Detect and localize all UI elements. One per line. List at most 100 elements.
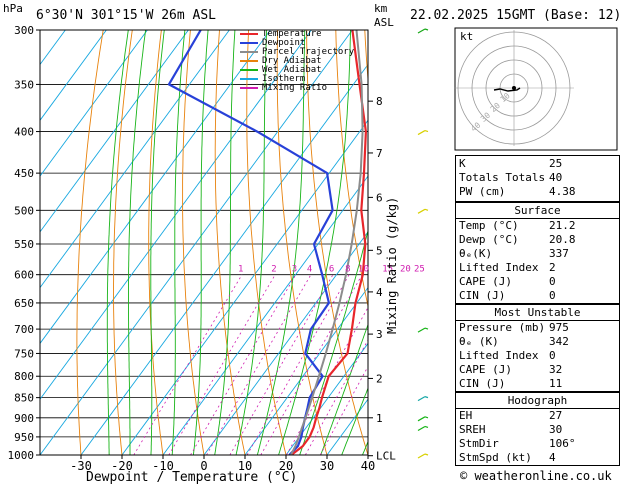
km-tick-label: 7 bbox=[376, 147, 383, 160]
wind-barb-feather bbox=[417, 416, 426, 422]
legend-item: Mixing Ratio bbox=[240, 84, 327, 93]
isotherm-line bbox=[40, 30, 107, 122]
wind-barb bbox=[424, 129, 429, 133]
isotherm-line bbox=[40, 30, 148, 177]
legend-item: Temperature bbox=[240, 30, 322, 39]
index-box-hodograph: Hodograph EH 27 SREH 30 StmDir 106° StmSpd … bbox=[455, 392, 620, 466]
km-tick-label: 2 bbox=[376, 372, 383, 385]
index-row: θₑ(K) 337 bbox=[459, 247, 569, 260]
legend-swatch bbox=[240, 59, 258, 62]
wet-adiabat-line bbox=[214, 30, 236, 455]
mixing-ratio-line bbox=[133, 274, 243, 455]
series-temperature bbox=[290, 30, 367, 455]
x-tick-label: -20 bbox=[111, 459, 133, 473]
index-row: CAPE (J) 0 bbox=[459, 275, 556, 288]
mixing-ratio-line bbox=[206, 274, 312, 455]
mixing-ratio-label: 20 bbox=[400, 265, 411, 275]
mixing-ratio-label: 25 bbox=[414, 265, 425, 275]
km-tick-label: 3 bbox=[376, 328, 383, 341]
km-tick-label: LCL bbox=[376, 450, 396, 463]
legend-item: Dewpoint bbox=[240, 39, 305, 48]
p-tick-label: 800 bbox=[14, 370, 34, 383]
mixing-ratio-label: 15 bbox=[382, 265, 393, 275]
index-row: θₑ (K) 342 bbox=[459, 335, 569, 348]
isotherm-line bbox=[40, 30, 66, 66]
p-tick-label: 950 bbox=[14, 431, 34, 444]
legend-swatch bbox=[240, 86, 258, 89]
series-parcel-trajectory bbox=[290, 30, 364, 455]
mixing-ratio-line bbox=[168, 274, 276, 455]
mixing-ratio-label: 2 bbox=[271, 265, 276, 275]
index-row: CIN (J) 11 bbox=[459, 377, 563, 390]
wet-adiabat-line bbox=[171, 30, 186, 455]
dry-adiabat-line bbox=[276, 30, 328, 455]
wind-barb bbox=[424, 327, 429, 330]
index-row: SREH 30 bbox=[459, 423, 563, 436]
wind-barb bbox=[424, 208, 429, 211]
wet-adiabat-line bbox=[192, 30, 209, 455]
p-tick-label: 400 bbox=[14, 126, 34, 139]
wind-barbs bbox=[417, 28, 429, 459]
wet-adiabat-line bbox=[128, 30, 147, 455]
sounding-lines bbox=[167, 30, 367, 455]
background-lines bbox=[40, 30, 368, 455]
wind-barb-feather bbox=[417, 453, 426, 459]
wet-adiabat-line bbox=[299, 228, 368, 455]
dry-adiabat-line bbox=[306, 30, 368, 455]
dry-adiabat-line bbox=[335, 30, 368, 309]
index-row: Totals Totals 40 bbox=[459, 171, 563, 184]
location-title: 6°30'N 301°15'W 26m ASL bbox=[36, 8, 217, 23]
index-row: Dewp (°C) 20.8 bbox=[459, 233, 576, 246]
copyright-text[interactable]: © weatheronline.co.uk bbox=[460, 469, 612, 483]
mixing-ratio-line bbox=[229, 274, 334, 455]
legend-label: Mixing Ratio bbox=[262, 83, 328, 93]
wet-adiabat-line bbox=[106, 30, 129, 455]
wet-adiabat-line bbox=[320, 323, 368, 455]
legend-item: Dry Adiabat bbox=[240, 57, 322, 66]
index-box-surface: Surface Temp (°C) 21.2 Dewp (°C) 20.8 θₑ(K… bbox=[455, 202, 620, 304]
wind-barb-feather bbox=[417, 425, 426, 432]
index-row: CIN (J) 0 bbox=[459, 289, 556, 302]
legend-swatch bbox=[240, 32, 258, 35]
p-tick-label: 850 bbox=[14, 392, 34, 405]
isotherm-line bbox=[80, 63, 368, 455]
isotherm-line bbox=[40, 30, 189, 233]
p-tick-label: 700 bbox=[14, 323, 34, 336]
index-box-most-unstable: Most Unstable Pressure (mb) 975 θₑ (K) 342… bbox=[455, 304, 620, 392]
x-axis-title: Dewpoint / Temperature (°C) bbox=[86, 470, 298, 485]
mixing-ratio-label: 4 bbox=[307, 265, 312, 275]
km-tick-label: 4 bbox=[376, 286, 383, 299]
dry-adiabat-line bbox=[246, 30, 287, 455]
legend: Temperature Dewpoint Parcel Trajectory Dry … bbox=[240, 30, 360, 93]
wet-adiabat-line bbox=[235, 30, 268, 455]
index-row: Lifted Index 2 bbox=[459, 261, 556, 274]
pressure-unit-label: hPa bbox=[3, 2, 23, 15]
mixing-ratio-line bbox=[246, 274, 350, 455]
isotherm-line bbox=[162, 175, 368, 455]
km-tick-label: 5 bbox=[376, 244, 383, 257]
index-row: CAPE (J) 32 bbox=[459, 363, 563, 376]
wind-barb bbox=[424, 28, 429, 31]
isotherm-line bbox=[244, 286, 368, 455]
legend-label: Wet Adiabat bbox=[262, 65, 322, 75]
wind-barb-feather bbox=[417, 130, 426, 136]
isotherm-line bbox=[40, 30, 230, 289]
dry-adiabat-line bbox=[148, 30, 164, 455]
km-unit-label: km bbox=[374, 2, 388, 15]
mixing-ratio-line bbox=[190, 274, 297, 455]
mixing-ratio-label: 10 bbox=[358, 265, 369, 275]
wind-barb bbox=[424, 396, 429, 399]
index-row: EH 27 bbox=[459, 409, 563, 422]
x-tick-label: 0 bbox=[200, 459, 207, 473]
mixing-ratio-line bbox=[319, 365, 368, 455]
wet-adiabat-line bbox=[341, 387, 368, 455]
km-tick-label: 1 bbox=[376, 412, 383, 425]
p-tick-label: 650 bbox=[14, 297, 34, 310]
wind-barb-feather bbox=[417, 396, 426, 402]
x-tick-label: 30 bbox=[320, 459, 334, 473]
index-row: StmDir 106° bbox=[459, 437, 576, 450]
p-tick-label: 750 bbox=[14, 347, 34, 360]
surface-title: Surface bbox=[514, 204, 561, 217]
index-row: Pressure (mb) 975 bbox=[459, 321, 569, 334]
